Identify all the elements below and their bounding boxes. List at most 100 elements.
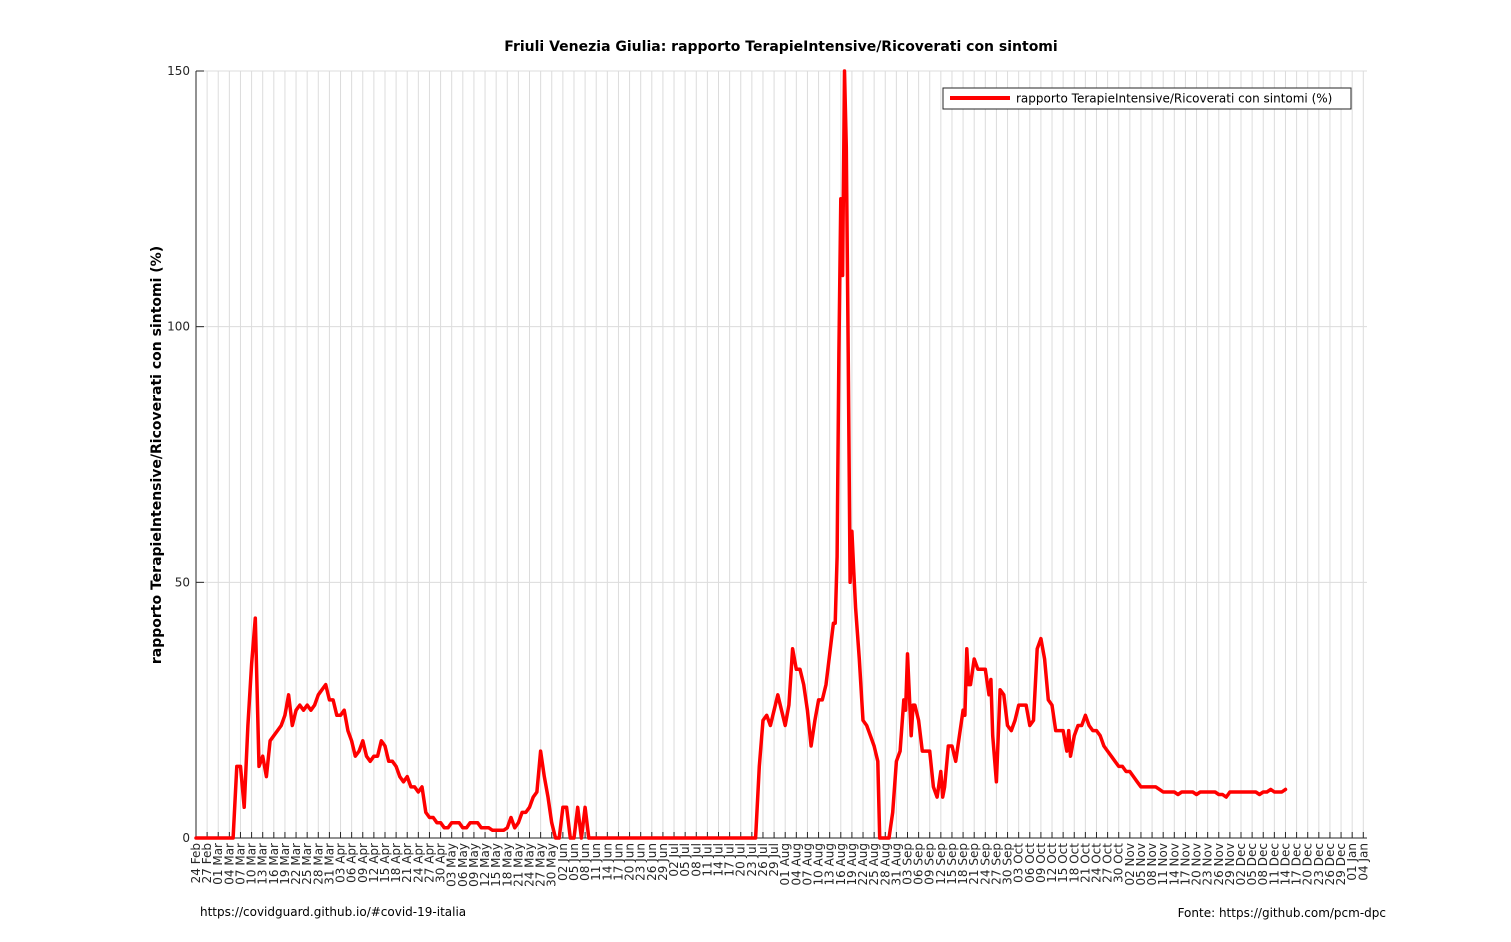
x-tick-label: 22 Aug — [856, 843, 870, 886]
x-tick-label: 30 Apr — [434, 843, 448, 883]
x-tick-label: 24 Apr — [411, 843, 425, 883]
legend-box — [942, 87, 1352, 110]
x-tick-label: 25 Mar — [300, 843, 314, 885]
x-tick-label: 19 Mar — [278, 843, 292, 885]
x-tick-label: 20 Nov — [1190, 843, 1204, 886]
x-tick-label: 14 Nov — [1167, 843, 1181, 886]
x-tick-label: 21 Apr — [400, 843, 414, 883]
x-tick-label: 18 May — [500, 843, 514, 887]
x-tick-label: 27 Feb — [200, 843, 214, 883]
x-tick-label: 26 Jun — [645, 843, 659, 881]
x-tick-label: 08 Jul — [689, 843, 703, 877]
footer-source-right: Fonte: https://github.com/pcm-dpc — [1177, 906, 1386, 920]
x-tick-label: 08 Jun — [578, 843, 592, 881]
x-tick-label: 11 Jun — [589, 843, 603, 881]
x-tick-label: 03 Oct — [1012, 843, 1026, 883]
x-tick-label: 06 May — [456, 843, 470, 887]
x-tick-label: 31 Mar — [322, 843, 336, 885]
x-tick-label: 29 Dec — [1334, 843, 1348, 885]
x-tick-label: 30 Sep — [1001, 843, 1015, 885]
x-tick-label: 24 May — [523, 843, 537, 887]
y-tick-labels: 0 50 100 150 — [167, 64, 190, 845]
y-tick-label: 0 — [182, 831, 190, 845]
x-tick-label: 20 Jun — [623, 843, 637, 881]
y-axis-label: rapporto TerapieIntensive/Ricoverati con… — [149, 246, 165, 664]
x-tick-label: 21 Sep — [967, 843, 981, 885]
x-tick-label: 02 Jul — [667, 843, 681, 877]
x-tick-label: 12 May — [478, 843, 492, 887]
x-tick-label: 20 Jul — [734, 843, 748, 877]
x-tick-label: 26 Jul — [756, 843, 770, 877]
x-tick-label: 27 Oct — [1101, 843, 1115, 883]
x-tick-label: 14 Jun — [600, 843, 614, 881]
x-tick-label: 15 Apr — [378, 843, 392, 883]
x-tick-label: 08 Nov — [1145, 843, 1159, 886]
x-tick-label: 05 Dec — [1245, 843, 1259, 885]
legend-label: rapporto TerapieIntensive/Ricoverati con… — [1016, 92, 1332, 106]
x-tick-label: 27 May — [534, 843, 548, 887]
x-tick-label: 09 Apr — [356, 843, 370, 883]
x-tick-label: 04 Aug — [789, 843, 803, 886]
chart-title: Friuli Venezia Giulia: rapporto TerapieI… — [504, 39, 1057, 55]
x-tick-label: 11 Dec — [1267, 843, 1281, 885]
x-tick-label: 02 Nov — [1123, 843, 1137, 886]
x-tick-label: 09 Oct — [1034, 843, 1048, 883]
x-tick-label: 10 Mar — [245, 843, 259, 885]
x-tick-label: 15 Sep — [945, 843, 959, 885]
x-tick-label: 17 Jun — [611, 843, 625, 881]
y-tick-label: 100 — [167, 320, 190, 334]
x-tick-label: 02 Jun — [556, 843, 570, 881]
x-tick-label: 01 Jan — [1345, 843, 1359, 881]
x-tick-label: 04 Mar — [222, 843, 236, 885]
x-tick-label: 30 Oct — [1112, 843, 1126, 883]
x-tick-label: 18 Oct — [1067, 843, 1081, 883]
x-tick-label: 23 Dec — [1312, 843, 1326, 885]
x-tick-label: 05 Jul — [678, 843, 692, 877]
x-tick-label: 29 Nov — [1223, 843, 1237, 886]
x-tick-label: 20 Dec — [1301, 843, 1315, 885]
x-tick-label: 17 Nov — [1178, 843, 1192, 886]
x-tick-label: 19 Aug — [845, 843, 859, 886]
x-tick-label: 18 Apr — [389, 843, 403, 883]
x-tick-label: 16 Aug — [834, 843, 848, 886]
x-tick-label: 09 Sep — [923, 843, 937, 885]
x-tick-label: 15 Oct — [1056, 843, 1070, 883]
x-tick-label: 14 Dec — [1278, 843, 1292, 885]
x-tick-label: 30 May — [545, 843, 559, 887]
footer-source-left: https://covidguard.github.io/#covid-19-i… — [200, 905, 467, 919]
x-tick-label: 13 Aug — [823, 843, 837, 886]
x-tick-label: 15 May — [489, 843, 503, 887]
x-tick-label: 28 Mar — [311, 843, 325, 885]
x-tick-label: 17 Jul — [723, 843, 737, 877]
grid-lines — [195, 70, 1367, 839]
x-tick-label: 23 Jul — [745, 843, 759, 877]
x-tick-label: 28 Aug — [878, 843, 892, 886]
x-tick-label: 27 Sep — [989, 843, 1003, 885]
x-tick-label: 12 Oct — [1045, 843, 1059, 883]
x-tick-label: 07 Aug — [800, 843, 814, 886]
y-tick-label: 150 — [167, 64, 190, 78]
y-tick-label: 50 — [175, 575, 190, 589]
x-tick-label: 22 Mar — [289, 843, 303, 885]
x-tick-label: 11 Jul — [700, 843, 714, 877]
x-tick-label: 03 Apr — [334, 843, 348, 883]
x-tick-label: 24 Oct — [1089, 843, 1103, 883]
x-tick-label: 06 Oct — [1023, 843, 1037, 883]
x-tick-label: 05 Nov — [1134, 843, 1148, 886]
x-tick-label: 03 Sep — [900, 843, 914, 885]
x-tick-label: 31 Aug — [889, 843, 903, 886]
x-tick-label: 07 Mar — [233, 843, 247, 885]
x-tick-label: 24 Sep — [978, 843, 992, 885]
plot-area — [196, 71, 1367, 838]
x-tick-label: 02 Dec — [1234, 843, 1248, 885]
x-tick-label: 11 Nov — [1156, 843, 1170, 886]
x-tick-label: 23 Nov — [1201, 843, 1215, 886]
x-tick-label: 01 Mar — [211, 843, 225, 885]
series-lines — [194, 69, 1288, 840]
series-line — [194, 69, 1288, 840]
x-tick-label: 05 Jun — [567, 843, 581, 881]
x-tick-label: 29 Jun — [656, 843, 670, 881]
x-tick-label: 24 Feb — [189, 843, 203, 883]
